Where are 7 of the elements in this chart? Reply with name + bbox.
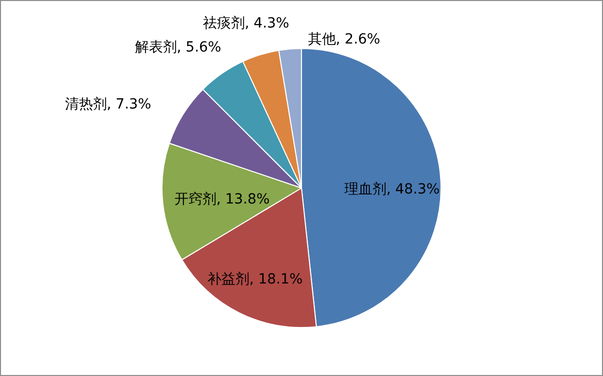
slice-label: 补益剂, 18.1% [207,272,303,288]
slice-label: 开窍剂, 13.8% [174,192,270,208]
slice-label: 其他, 2.6% [308,32,380,48]
slice-label: 祛痰剂, 4.3% [202,16,290,32]
slice-label: 理血剂, 48.3% [344,182,440,198]
slice-label: 清热剂, 7.3% [64,96,152,113]
slice-label: 解表剂, 5.6% [134,40,222,56]
